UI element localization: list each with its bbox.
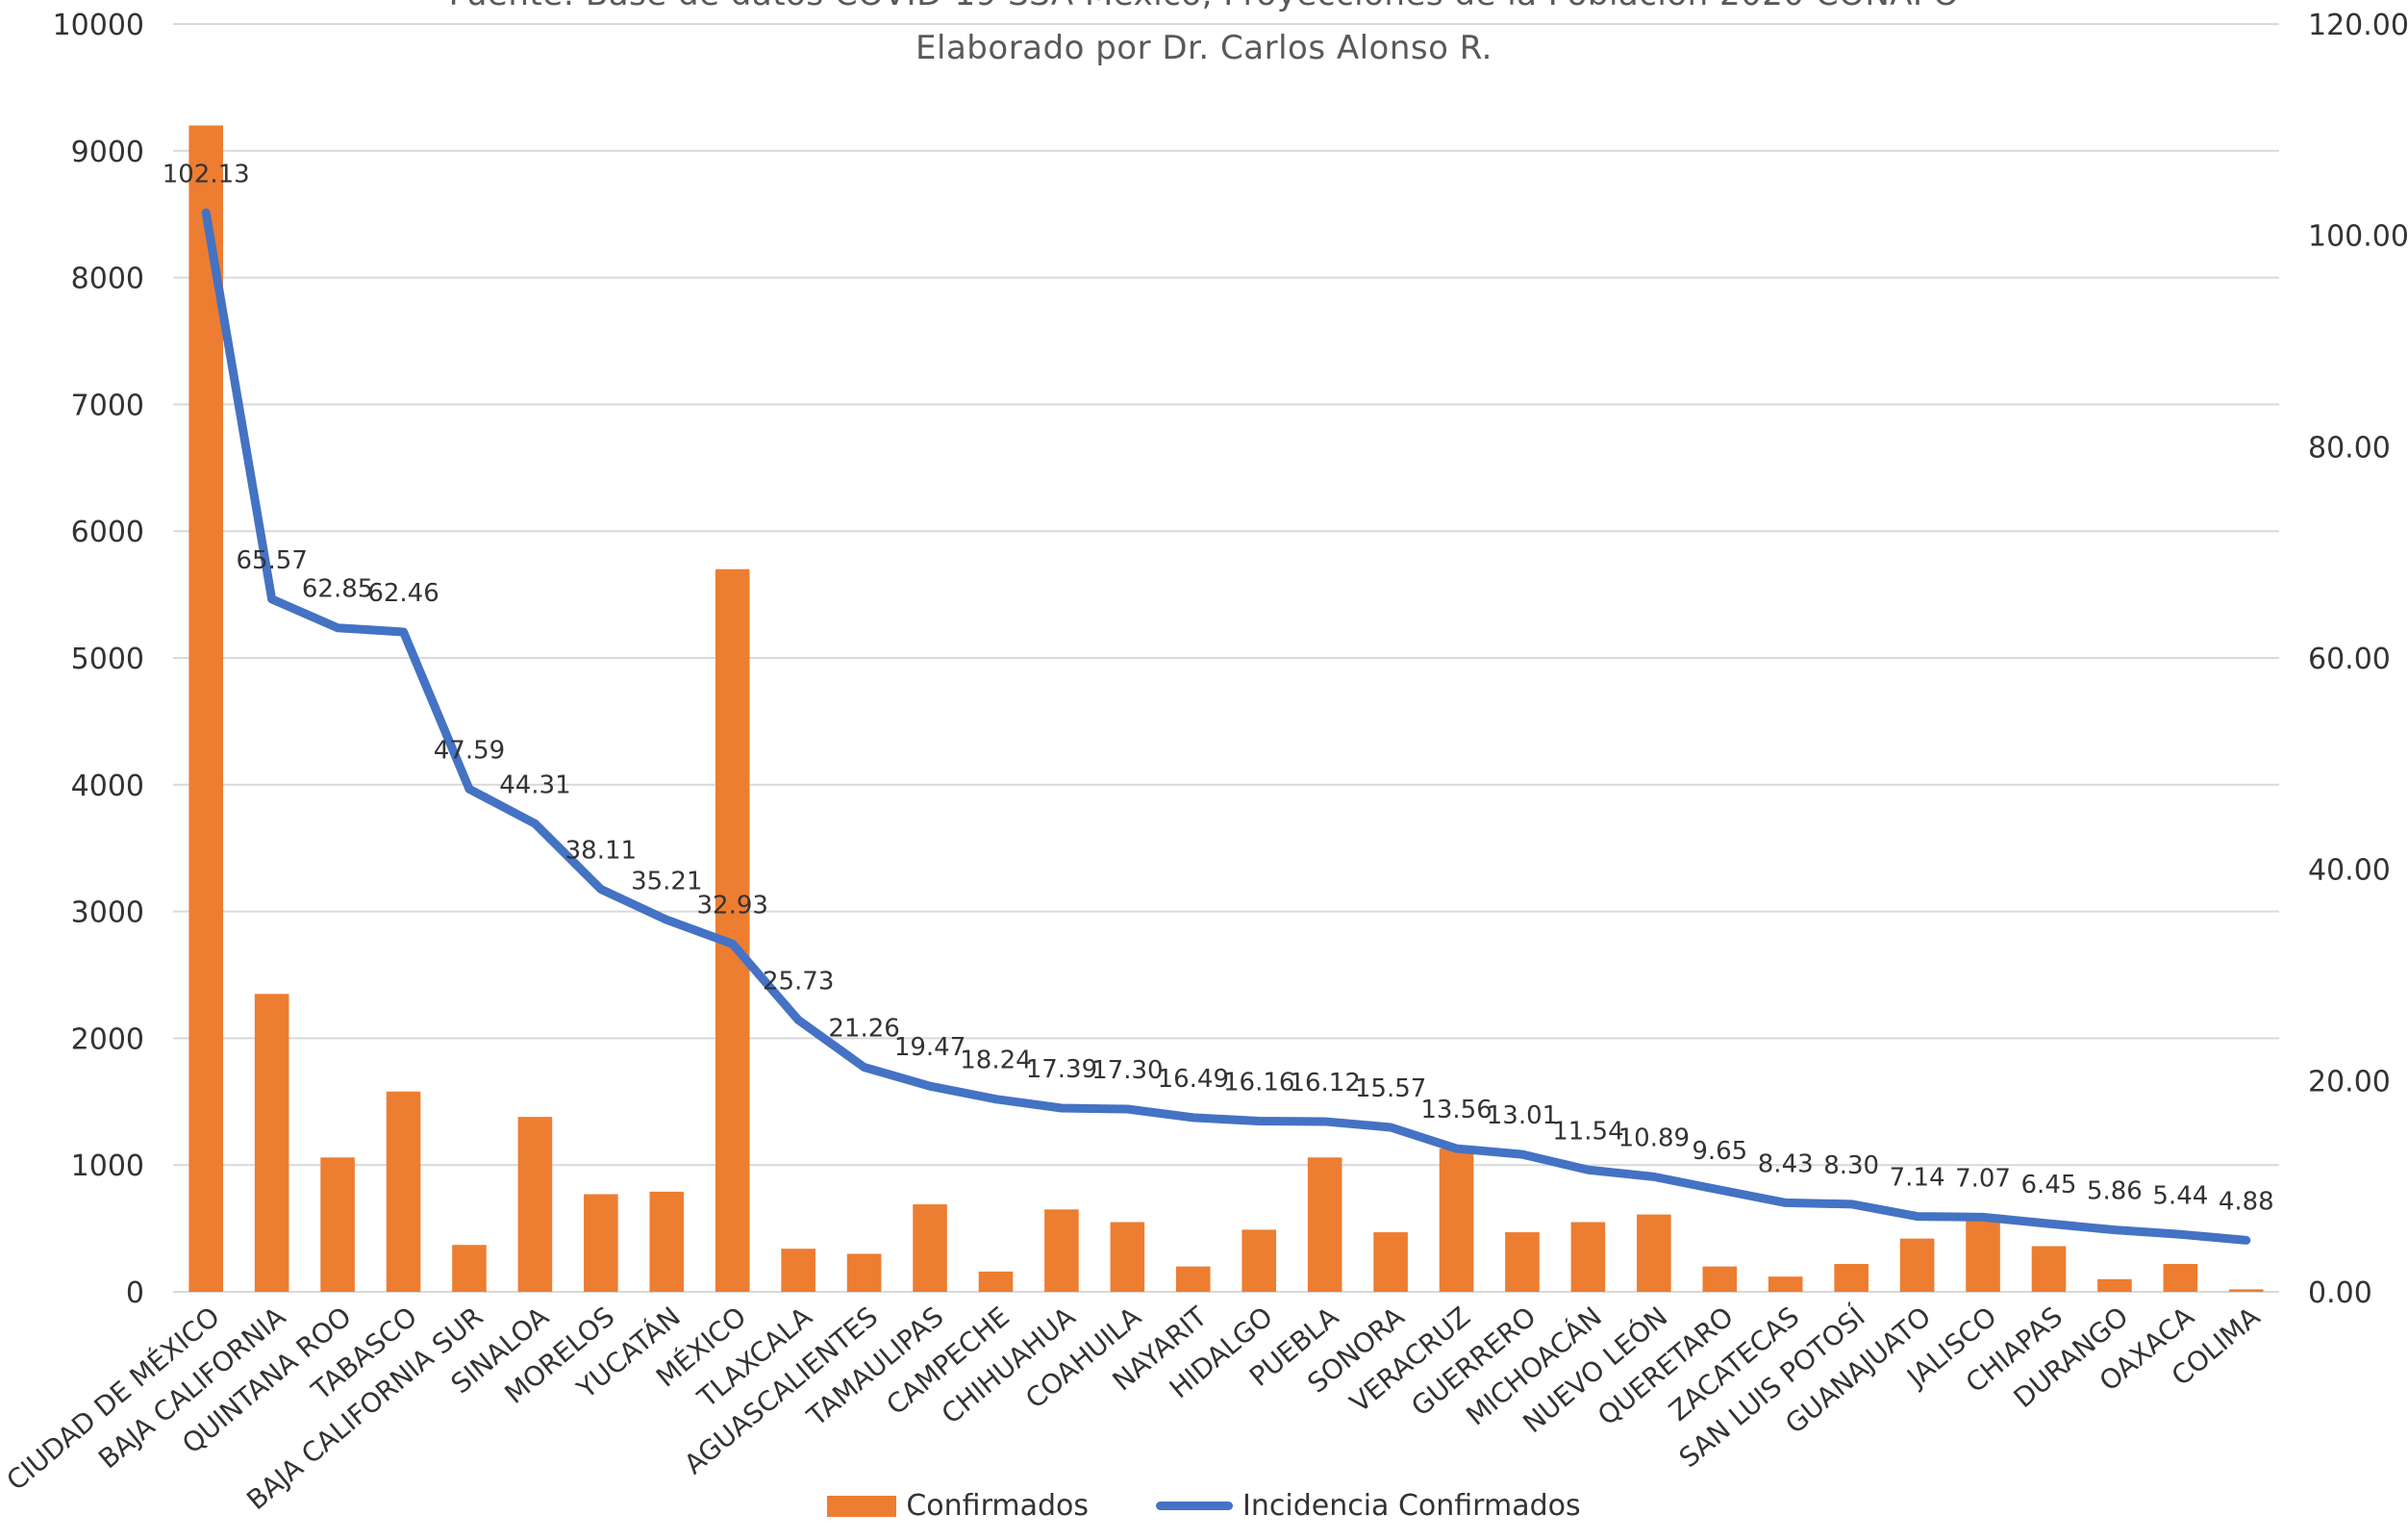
data-label: 47.59 bbox=[434, 736, 505, 765]
data-label: 13.56 bbox=[1420, 1096, 1492, 1124]
data-label: 102.13 bbox=[163, 160, 250, 189]
bar bbox=[517, 1117, 553, 1292]
bar bbox=[1899, 1238, 1935, 1292]
y-left-tick-label: 8000 bbox=[71, 263, 144, 296]
legend-item-confirmados[interactable]: Confirmados bbox=[827, 1489, 1089, 1523]
y-right-tick-label: 20.00 bbox=[2308, 1065, 2391, 1098]
data-label: 65.57 bbox=[236, 546, 307, 575]
legend: Confirmados Incidencia Confirmados bbox=[0, 1489, 2408, 1523]
data-label: 25.73 bbox=[763, 967, 834, 996]
bar bbox=[1570, 1222, 1606, 1292]
y-left-tick-label: 4000 bbox=[71, 770, 144, 803]
data-label: 62.85 bbox=[302, 575, 373, 604]
bar bbox=[1505, 1232, 1540, 1292]
legend-label-incidencia: Incidencia Confirmados bbox=[1242, 1489, 1581, 1523]
incidence-line bbox=[201, 208, 2251, 1245]
legend-swatch-bar bbox=[827, 1495, 897, 1517]
data-label: 15.57 bbox=[1355, 1074, 1426, 1103]
y-right-tick-label: 60.00 bbox=[2308, 643, 2391, 676]
bar bbox=[2031, 1246, 2067, 1292]
bar bbox=[1768, 1276, 1803, 1292]
data-label: 16.49 bbox=[1158, 1065, 1229, 1094]
bar bbox=[1966, 1215, 2000, 1292]
bar bbox=[1110, 1222, 1145, 1292]
data-label: 7.14 bbox=[1890, 1164, 1945, 1193]
y-left-tick-label: 10000 bbox=[53, 9, 144, 42]
y-right-tick-label: 80.00 bbox=[2308, 431, 2391, 465]
bar bbox=[846, 1253, 882, 1292]
data-label: 19.47 bbox=[894, 1033, 966, 1062]
legend-label-confirmados: Confirmados bbox=[906, 1489, 1090, 1523]
bar bbox=[1242, 1229, 1277, 1292]
bar bbox=[978, 1271, 1014, 1292]
y-left-tick-label: 1000 bbox=[71, 1149, 144, 1183]
bar bbox=[1307, 1157, 1342, 1292]
y-left-tick-label: 5000 bbox=[71, 643, 144, 676]
data-label: 9.65 bbox=[1692, 1137, 1747, 1166]
data-label: 38.11 bbox=[565, 836, 637, 865]
y-right-tick-label: 40.00 bbox=[2308, 854, 2391, 888]
data-label: 16.12 bbox=[1289, 1069, 1360, 1098]
y-left-tick-label: 9000 bbox=[71, 136, 144, 169]
data-label: 6.45 bbox=[2021, 1171, 2077, 1199]
y-left-tick-label: 7000 bbox=[71, 389, 144, 422]
data-label: 10.89 bbox=[1618, 1123, 1690, 1152]
data-label: 5.44 bbox=[2152, 1181, 2208, 1210]
data-label: 8.43 bbox=[1758, 1149, 1814, 1178]
y-left-tick-label: 0 bbox=[126, 1276, 144, 1310]
bar bbox=[649, 1191, 685, 1292]
data-label: 18.24 bbox=[960, 1047, 1031, 1075]
bar bbox=[584, 1194, 618, 1292]
bar bbox=[1834, 1264, 1869, 1292]
data-label: 35.21 bbox=[631, 867, 702, 896]
data-label: 44.31 bbox=[499, 770, 570, 799]
bar bbox=[2228, 1289, 2264, 1292]
y-left-tick-label: 2000 bbox=[71, 1022, 144, 1056]
data-label: 21.26 bbox=[828, 1014, 899, 1043]
y-right-tick-label: 100.00 bbox=[2308, 220, 2408, 254]
data-label: 17.39 bbox=[1026, 1055, 1097, 1084]
y-left-tick-label: 6000 bbox=[71, 516, 144, 549]
y-right-tick-label: 120.00 bbox=[2308, 9, 2408, 42]
data-label: 11.54 bbox=[1552, 1117, 1623, 1146]
legend-item-incidencia[interactable]: Incidencia Confirmados bbox=[1156, 1489, 1581, 1523]
source-line: Fuente: Base de datos COVID-19 SSA Méxic… bbox=[0, 0, 2408, 13]
bar bbox=[452, 1245, 487, 1292]
bar bbox=[1175, 1266, 1211, 1292]
bar bbox=[781, 1249, 815, 1292]
bar bbox=[1702, 1266, 1738, 1292]
bar bbox=[913, 1204, 947, 1292]
data-label: 4.88 bbox=[2219, 1187, 2274, 1216]
data-label: 7.07 bbox=[1955, 1164, 2011, 1193]
bar bbox=[320, 1157, 355, 1292]
bar bbox=[2163, 1264, 2198, 1292]
data-label: 62.46 bbox=[367, 579, 439, 608]
data-label: 32.93 bbox=[697, 891, 768, 920]
bar bbox=[1439, 1149, 1474, 1292]
data-label: 5.86 bbox=[2087, 1177, 2143, 1206]
bar bbox=[715, 568, 750, 1292]
bar bbox=[386, 1091, 421, 1292]
bar bbox=[1044, 1209, 1079, 1292]
bar bbox=[188, 125, 224, 1293]
data-label: 13.01 bbox=[1487, 1101, 1558, 1130]
bar bbox=[1637, 1214, 1671, 1292]
data-label: 8.30 bbox=[1823, 1151, 1879, 1180]
bar bbox=[254, 994, 289, 1292]
y-left-tick-label: 3000 bbox=[71, 896, 144, 930]
bar bbox=[2097, 1278, 2132, 1292]
legend-swatch-line bbox=[1156, 1502, 1234, 1510]
bar bbox=[1373, 1232, 1408, 1292]
data-label: 16.16 bbox=[1223, 1069, 1294, 1098]
author-line: Elaborado por Dr. Carlos Alonso R. bbox=[916, 29, 1492, 67]
y-right-tick-label: 0.00 bbox=[2308, 1276, 2372, 1310]
data-label: 17.30 bbox=[1091, 1056, 1163, 1085]
